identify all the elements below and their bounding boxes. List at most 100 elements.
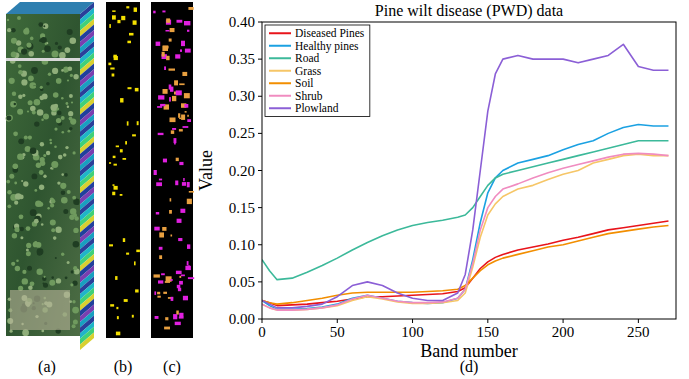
map-pixel xyxy=(169,210,172,214)
texture xyxy=(28,136,32,140)
map-pixel xyxy=(184,93,190,98)
texture xyxy=(17,16,21,20)
texture xyxy=(36,163,41,168)
texture xyxy=(72,324,76,328)
texture xyxy=(71,270,74,273)
texture xyxy=(23,28,29,34)
texture xyxy=(30,148,37,155)
map-pixel xyxy=(187,182,190,187)
texture xyxy=(51,161,58,168)
texture xyxy=(58,46,62,50)
map-pixel xyxy=(133,20,137,24)
texture xyxy=(40,142,44,146)
map-pixel xyxy=(180,209,185,213)
y-tick xyxy=(258,319,262,320)
y-tick-label: 0.40 xyxy=(229,14,255,30)
texture xyxy=(54,94,56,96)
texture xyxy=(68,111,73,116)
texture xyxy=(73,320,78,325)
map-pixel xyxy=(110,304,114,306)
texture xyxy=(50,167,52,169)
map-pixel xyxy=(112,192,115,196)
map-pixel xyxy=(157,106,162,108)
y-tick-label: 0.35 xyxy=(229,51,255,67)
texture xyxy=(21,180,23,182)
map-pixel xyxy=(135,289,139,292)
texture xyxy=(34,219,39,224)
texture xyxy=(26,226,31,231)
texture xyxy=(11,52,17,58)
legend-swatch xyxy=(269,95,291,97)
map-pixel xyxy=(129,33,134,36)
texture xyxy=(70,283,73,286)
map-pixel xyxy=(178,113,180,118)
map-pixel xyxy=(175,54,180,58)
map-pixel xyxy=(182,182,186,186)
series-line xyxy=(262,124,668,309)
map-pixel xyxy=(166,30,170,32)
texture xyxy=(15,193,22,200)
map-pixel xyxy=(162,227,166,231)
panel-label: (d) xyxy=(460,358,479,376)
map-pixel xyxy=(123,158,127,160)
texture xyxy=(42,277,46,281)
texture xyxy=(34,189,37,192)
map-pixel xyxy=(121,16,125,20)
map-pixel xyxy=(126,6,129,8)
legend-swatch xyxy=(269,32,291,34)
texture xyxy=(65,276,68,279)
texture xyxy=(50,203,54,207)
texture xyxy=(75,216,79,220)
texture xyxy=(41,118,44,121)
map-pixel xyxy=(166,56,170,60)
x-tick-label: 0 xyxy=(258,324,266,340)
map-pixel xyxy=(172,96,176,101)
map-pixel xyxy=(179,83,184,85)
map-pixel xyxy=(171,130,174,134)
texture xyxy=(70,119,76,125)
texture xyxy=(73,266,77,270)
x-tick-label: 200 xyxy=(552,324,575,340)
map-pixel xyxy=(114,164,117,166)
y-tick-label: 0.30 xyxy=(229,88,255,104)
map-pixel xyxy=(187,199,192,204)
map-pixel xyxy=(112,74,115,77)
map-pixel xyxy=(187,261,189,265)
texture xyxy=(44,276,46,278)
x-tick xyxy=(563,319,564,323)
map-pixel xyxy=(182,72,187,76)
map-pixel xyxy=(117,20,120,23)
map-pixel xyxy=(155,316,159,319)
map-pixel xyxy=(162,46,168,51)
y-tick xyxy=(258,281,262,282)
figure: (a)(b)(c)Pine wilt disease (PWD) data050… xyxy=(0,0,689,379)
texture xyxy=(72,307,79,314)
texture xyxy=(67,79,69,81)
texture xyxy=(53,236,57,240)
texture xyxy=(58,155,63,160)
texture xyxy=(60,183,66,189)
map-pixel xyxy=(158,280,163,283)
map-pixel xyxy=(187,119,191,122)
panel-c xyxy=(151,2,194,338)
texture xyxy=(54,128,57,131)
texture xyxy=(22,94,25,97)
texture xyxy=(26,243,31,248)
texture xyxy=(59,52,66,59)
panel-d: Pine wilt disease (PWD) data050100150200… xyxy=(196,2,676,376)
texture xyxy=(32,174,38,180)
texture xyxy=(17,109,23,115)
map-pixel xyxy=(125,141,127,144)
texture xyxy=(47,207,49,209)
map-pixel xyxy=(110,68,114,70)
texture xyxy=(22,329,29,336)
map-pixel xyxy=(136,250,140,253)
texture xyxy=(61,116,65,120)
map-pixel xyxy=(176,158,179,161)
y-tick xyxy=(258,133,262,134)
texture xyxy=(55,42,58,45)
series-line xyxy=(262,153,668,310)
map-pixel xyxy=(175,181,178,186)
map-pixel xyxy=(170,28,175,32)
texture xyxy=(32,111,36,115)
